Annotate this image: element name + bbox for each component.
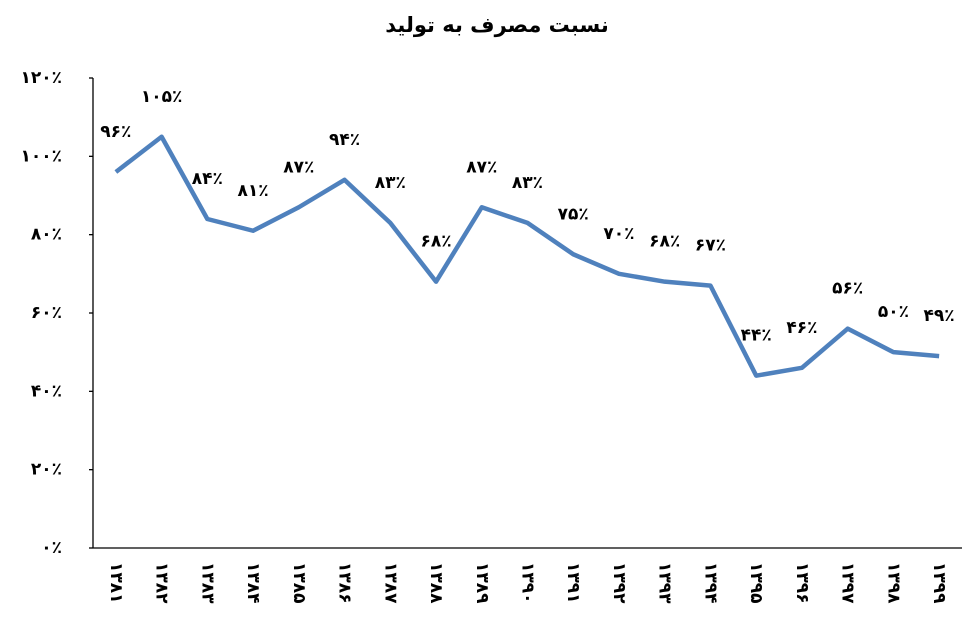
x-tick-label: ۱۳۸۵ <box>289 562 309 604</box>
y-tick-label: ۰٪ <box>41 538 62 558</box>
x-tick-label: ۱۳۸۷ <box>380 562 400 604</box>
data-label: ۵۶٪ <box>832 279 863 299</box>
data-label: ۴۶٪ <box>786 318 817 338</box>
x-tick-label: ۱۳۸۸ <box>426 562 446 604</box>
x-tick-label: ۱۳۹۴ <box>700 562 720 604</box>
x-tick-label: ۱۳۸۹ <box>472 562 492 604</box>
y-tick-label: ۶۰٪ <box>31 303 62 323</box>
data-label: ۷۰٪ <box>603 224 634 244</box>
x-tick-label: ۱۳۹۹ <box>929 562 949 604</box>
data-label: ۸۳٪ <box>375 173 406 193</box>
data-label: ۹۶٪ <box>100 122 131 142</box>
data-label: ۷۵٪ <box>558 204 589 224</box>
data-label: ۸۱٪ <box>238 181 269 201</box>
y-tick-label: ۱۰۰٪ <box>20 146 62 166</box>
x-tick-label: ۱۳۹۰ <box>518 562 538 604</box>
y-tick-label: ۱۲۰٪ <box>20 68 62 88</box>
x-tick-label: ۱۳۸۳ <box>197 562 217 604</box>
data-label: ۶۷٪ <box>695 236 726 256</box>
x-tick-label: ۱۳۸۲ <box>152 562 172 604</box>
data-label: ۴۴٪ <box>741 326 772 346</box>
data-label: ۸۳٪ <box>512 173 543 193</box>
x-tick-label: ۱۳۸۱ <box>106 562 126 604</box>
x-tick-label: ۱۳۹۱ <box>563 562 583 604</box>
x-tick-label: ۱۳۹۲ <box>609 562 629 604</box>
x-tick-label: ۱۳۹۳ <box>655 562 675 604</box>
data-label: ۱۰۵٪ <box>141 87 183 107</box>
data-line <box>114 134 940 378</box>
data-label: ۵۰٪ <box>878 302 909 322</box>
data-label: ۶۸٪ <box>649 232 680 252</box>
y-tick-label: ۴۰٪ <box>31 381 62 401</box>
x-tick-label: ۱۳۹۷ <box>838 562 858 604</box>
y-tick-label: ۸۰٪ <box>31 225 62 245</box>
data-label: ۸۷٪ <box>283 157 314 177</box>
x-tick-label: ۱۳۸۴ <box>243 562 263 604</box>
x-tick-label: ۱۳۸۶ <box>335 562 355 604</box>
x-tick-label: ۱۳۹۶ <box>792 562 812 604</box>
chart-title: نسبت مصرف به تولید <box>385 13 608 37</box>
data-label: ۹۴٪ <box>329 130 360 150</box>
data-label: ۶۸٪ <box>420 232 451 252</box>
x-tick-label: ۱۳۹۸ <box>883 562 903 604</box>
data-label: ۸۴٪ <box>192 169 223 189</box>
x-tick-label: ۱۳۹۵ <box>746 562 766 604</box>
y-tick-label: ۲۰٪ <box>31 460 62 480</box>
data-label: ۴۹٪ <box>924 306 955 326</box>
data-label: ۸۷٪ <box>466 157 497 177</box>
